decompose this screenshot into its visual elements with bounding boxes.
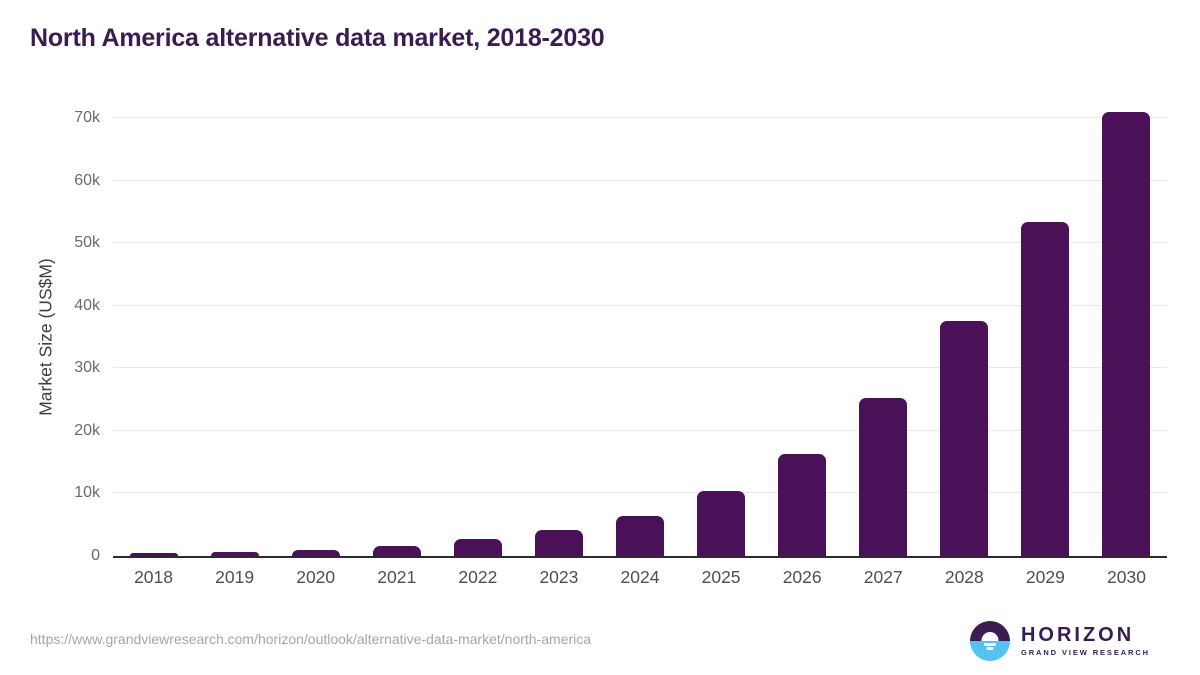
- plot-area: [113, 111, 1167, 558]
- y-tick-40k: 40k: [74, 296, 100, 314]
- horizon-logo-icon: [969, 621, 1010, 661]
- gridline-70k: [113, 117, 1167, 118]
- chart-title: North America alternative data market, 2…: [30, 24, 605, 52]
- y-tick-70k: 70k: [74, 109, 100, 126]
- y-tick-60k: 60k: [74, 171, 100, 189]
- bar-2020: [291, 549, 340, 556]
- gridline-30k: [113, 367, 1167, 369]
- bar-2024: [616, 515, 664, 556]
- bar-2023: [534, 529, 583, 556]
- bar-slot-2019: [194, 118, 275, 556]
- logo-text: HORIZON GRAND VIEW RESEARCH: [1021, 625, 1150, 657]
- bar-slot-2023: [518, 118, 599, 556]
- horizon-logo: HORIZON GRAND VIEW RESEARCH: [969, 621, 1150, 661]
- source-url: https://www.grandviewresearch.com/horizo…: [30, 631, 592, 647]
- bar-slot-2022: [437, 118, 518, 556]
- logo-wordmark: HORIZON: [1020, 624, 1135, 647]
- x-label-2020: 2020: [296, 567, 336, 587]
- bar-2026: [778, 453, 827, 556]
- bars-layer: [113, 111, 1167, 556]
- y-tick-50k: 50k: [74, 234, 100, 252]
- bar-slot-2027: [843, 118, 924, 556]
- x-axis-labels: 2018 2019 2020 2021 2022 2023 2024 2025 2026 2027…: [113, 567, 1167, 588]
- x-label-2030: 2030: [1107, 567, 1146, 587]
- x-label-2021: 2021: [377, 567, 417, 587]
- logo-subtitle: GRAND VIEW RESEARCH: [1020, 648, 1150, 658]
- bar-2030: [1102, 111, 1151, 556]
- x-label-2018: 2018: [134, 567, 173, 587]
- x-label-2024: 2024: [620, 567, 660, 587]
- gridline-20k: [113, 429, 1167, 431]
- gridline-60k: [113, 179, 1167, 181]
- x-label-2022: 2022: [458, 567, 498, 587]
- bar-2025: [697, 490, 746, 556]
- x-label-2029: 2029: [1025, 567, 1065, 587]
- sun-reflection-line: [986, 647, 994, 651]
- bar-slot-2024: [599, 118, 680, 556]
- bar-2027: [859, 398, 908, 556]
- x-label-2028: 2028: [944, 567, 984, 587]
- bar-slot-2018: [113, 118, 194, 556]
- x-label-2023: 2023: [539, 567, 579, 587]
- x-label-2025: 2025: [701, 567, 741, 587]
- y-tick-30k: 30k: [74, 359, 100, 377]
- bar-2018: [129, 553, 178, 556]
- bar-slot-2030: [1086, 111, 1167, 556]
- y-tick-10k: 10k: [74, 484, 100, 502]
- x-label-2026: 2026: [782, 567, 822, 587]
- x-label-2019: 2019: [215, 567, 255, 587]
- bar-2022: [453, 539, 502, 556]
- y-tick-0: 0: [91, 547, 100, 564]
- x-label-2027: 2027: [863, 567, 903, 587]
- bar-2021: [372, 546, 421, 556]
- bar-slot-2029: [1005, 118, 1086, 556]
- bar-slot-2021: [356, 118, 437, 556]
- sun-icon: [981, 632, 999, 641]
- gridline-40k: [113, 304, 1167, 306]
- bar-slot-2020: [275, 118, 356, 556]
- bar-slot-2028: [924, 118, 1005, 556]
- bar-slot-2026: [762, 118, 843, 556]
- bar-2029: [1021, 221, 1070, 556]
- bar-slot-2025: [681, 118, 762, 556]
- gridline-50k: [113, 242, 1167, 244]
- bar-2019: [210, 552, 259, 556]
- y-tick-20k: 20k: [74, 421, 100, 439]
- bar-2028: [940, 321, 989, 556]
- sun-reflection-line: [983, 643, 996, 646]
- y-axis-ticks: 0 10k 20k 30k 40k 50k 60k 70k: [0, 109, 100, 564]
- gridline-10k: [113, 492, 1167, 494]
